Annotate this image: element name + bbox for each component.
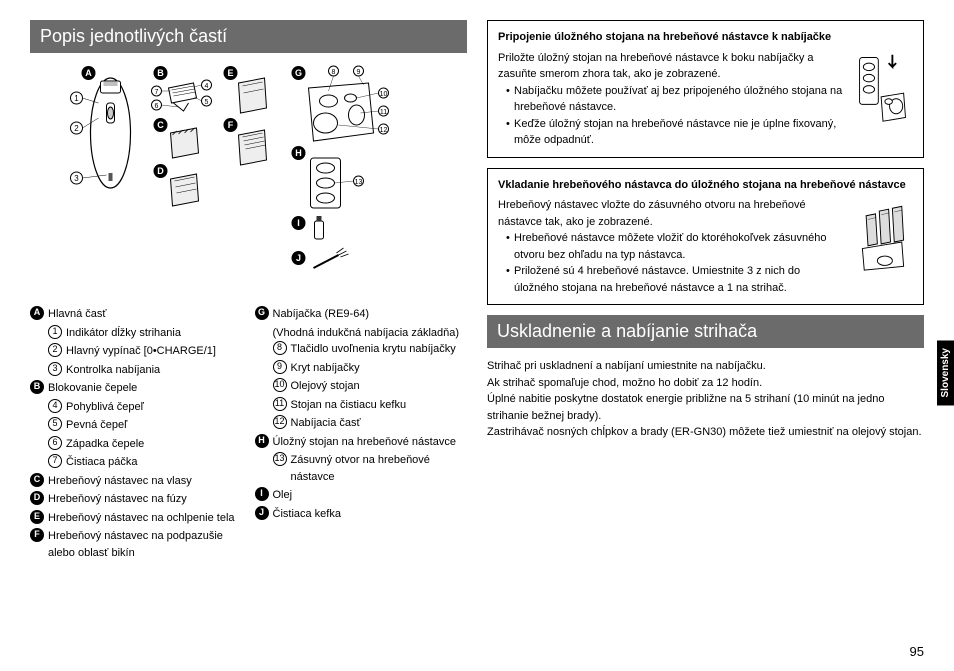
svg-text:I: I [297, 218, 300, 228]
box2-title: Vkladanie hrebeňového nástavca do úložné… [498, 177, 913, 194]
diagram-svg: A 1 2 3 B [30, 63, 467, 298]
right-column: Pripojenie úložného stojana na hrebeňové… [487, 20, 924, 563]
part-h-stand: H 13 [292, 146, 364, 208]
section-header-storage: Uskladnenie a nabíjanie strihača [487, 315, 924, 348]
part-j-brush: J [292, 248, 349, 268]
section-header-parts: Popis jednotlivých častí [30, 20, 467, 53]
svg-text:B: B [157, 68, 164, 78]
svg-text:A: A [85, 68, 92, 78]
svg-text:E: E [227, 68, 233, 78]
box-insert-comb: Vkladanie hrebeňového nástavca do úložné… [487, 168, 924, 306]
part-a-main: A 1 2 3 [71, 66, 131, 188]
parts-list-col2: GNabíjačka (RE9-64)(Vhodná indukčná nabí… [255, 306, 468, 563]
svg-text:9: 9 [357, 69, 361, 76]
box1-text: Priložte úložný stojan na hrebeňové nást… [498, 50, 845, 149]
part-d: D [154, 164, 199, 206]
part-i-oil: I [292, 216, 324, 239]
part-g-charger: G 8 9 10 11 12 [292, 66, 389, 141]
box2-illustration [853, 197, 913, 272]
svg-text:10: 10 [380, 91, 388, 98]
page-number: 95 [910, 644, 924, 659]
storage-body: Strihač pri uskladnení a nabíjaní umiest… [487, 358, 924, 441]
svg-text:3: 3 [74, 174, 79, 183]
part-c: C [154, 118, 199, 158]
box1-illustration [853, 50, 913, 125]
parts-list: AHlavná časť1Indikátor dĺžky strihania2H… [30, 306, 467, 563]
svg-text:7: 7 [155, 89, 159, 96]
box-attach-stand: Pripojenie úložného stojana na hrebeňové… [487, 20, 924, 158]
box2-text: Hrebeňový nástavec vložte do zásuvného o… [498, 197, 845, 296]
svg-text:J: J [296, 253, 301, 263]
svg-text:12: 12 [380, 127, 388, 134]
part-e: E [224, 66, 267, 113]
left-column: Popis jednotlivých častí A 1 2 [30, 20, 467, 563]
svg-text:F: F [228, 120, 234, 130]
svg-text:2: 2 [74, 124, 79, 133]
svg-text:D: D [157, 166, 164, 176]
svg-text:G: G [295, 68, 302, 78]
svg-text:6: 6 [155, 103, 159, 110]
svg-text:4: 4 [205, 83, 209, 90]
box1-intro: Priložte úložný stojan na hrebeňové nást… [498, 50, 845, 83]
parts-diagram: A 1 2 3 B [30, 63, 467, 298]
box1-bullets: Nabíjačku môžete používať aj bez pripoje… [498, 83, 845, 149]
svg-text:1: 1 [74, 94, 79, 103]
svg-text:H: H [295, 148, 302, 158]
box2-intro: Hrebeňový nástavec vložte do zásuvného o… [498, 197, 845, 230]
manual-page: Popis jednotlivých častí A 1 2 [0, 0, 954, 583]
box1-title: Pripojenie úložného stojana na hrebeňové… [498, 29, 913, 46]
svg-text:C: C [157, 120, 164, 130]
svg-text:5: 5 [205, 99, 209, 106]
part-b-blade: B 4 5 6 7 [152, 66, 212, 111]
box2-bullets: Hrebeňové nástavce môžete vložiť do ktor… [498, 230, 845, 296]
svg-text:11: 11 [380, 109, 387, 116]
language-tab: Slovensky [937, 340, 954, 405]
svg-text:8: 8 [332, 69, 336, 76]
parts-list-col1: AHlavná časť1Indikátor dĺžky strihania2H… [30, 306, 243, 563]
part-f: F [224, 118, 267, 165]
svg-text:13: 13 [355, 179, 363, 186]
